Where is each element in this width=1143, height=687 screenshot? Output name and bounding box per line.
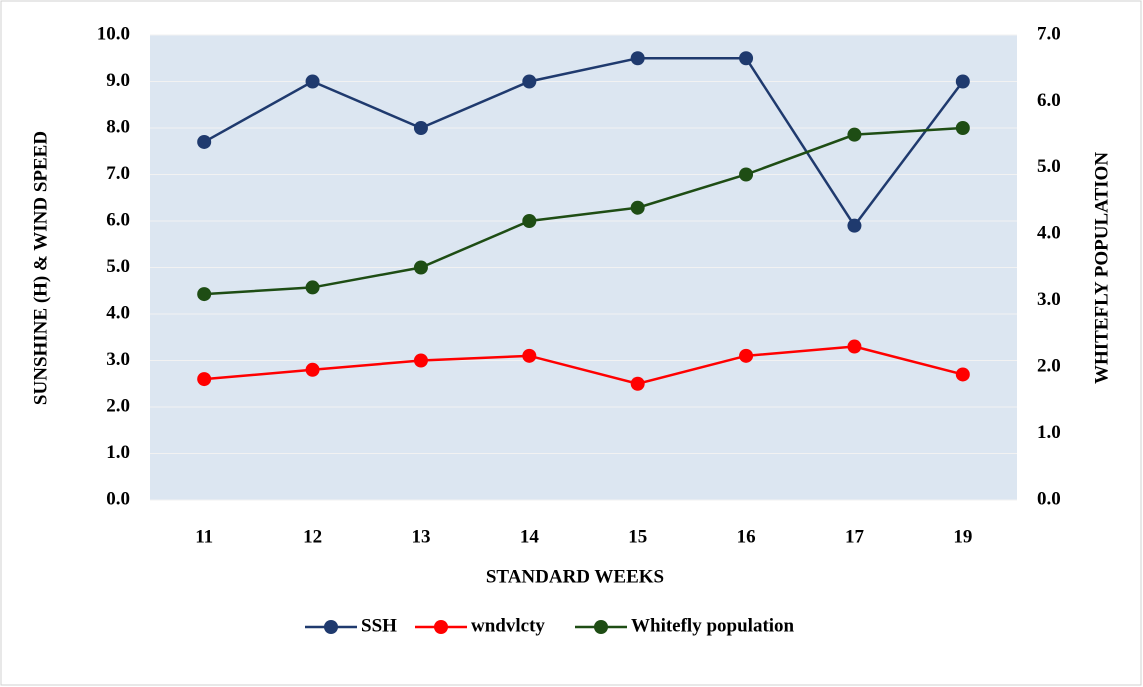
series-line: [203, 57, 964, 228]
legend-marker: [594, 620, 608, 634]
y2-tick-label: 6.0: [1037, 90, 1061, 111]
point: [847, 127, 862, 142]
point: [197, 134, 212, 149]
y-tick-label: 2.0: [106, 395, 130, 416]
x-tick-label: 19: [953, 526, 972, 547]
point: [305, 74, 320, 89]
point: [197, 372, 212, 387]
x-tick-label: 15: [628, 526, 647, 547]
x-tick-label: 11: [195, 526, 213, 547]
point: [197, 287, 212, 302]
point: [739, 167, 754, 182]
y2-tick-label: 0.0: [1037, 488, 1061, 509]
point: [413, 353, 428, 368]
y-tick-label: 7.0: [106, 163, 130, 184]
point: [955, 74, 970, 89]
point: [847, 339, 862, 354]
y2-axis-title: WHITEFLY POPULATION: [1091, 152, 1112, 384]
point: [522, 74, 537, 89]
point: [522, 348, 537, 363]
point: [739, 51, 754, 66]
point: [413, 121, 428, 135]
y2-tick-label: 4.0: [1037, 223, 1061, 244]
y-tick-label: 10.0: [97, 23, 130, 44]
y-axis-title: SUNSHINE (H) & WIND SPEED: [30, 131, 51, 405]
y-tick-label: 6.0: [106, 209, 130, 230]
legend-marker: [434, 620, 448, 634]
x-tick-label: 14: [520, 526, 540, 547]
y2-tick-label: 2.0: [1037, 356, 1061, 377]
point: [305, 362, 320, 377]
series-line: [204, 126, 963, 296]
point: [955, 121, 970, 135]
point: [739, 348, 754, 363]
y-tick-label: 8.0: [106, 116, 130, 137]
y-tick-label: 5.0: [106, 256, 130, 277]
series-line: [204, 345, 964, 386]
point: [630, 200, 645, 215]
point: [847, 218, 862, 233]
y-tick-label: 1.0: [106, 442, 130, 463]
y2-tick-label: 5.0: [1037, 156, 1061, 177]
y2-tick-label: 7.0: [1037, 23, 1061, 44]
y-tick-label: 9.0: [106, 70, 130, 91]
x-tick-label: 13: [411, 526, 430, 547]
y-tick-label: 3.0: [106, 349, 130, 370]
point: [305, 280, 320, 295]
y-tick-label: 4.0: [106, 302, 130, 323]
point: [413, 260, 428, 275]
y2-tick-label: 1.0: [1037, 422, 1061, 443]
x-tick-label: 16: [737, 526, 756, 547]
point: [630, 51, 645, 66]
legend-label: wndvlcty: [471, 615, 545, 636]
x-axis-title: STANDARD WEEKS: [486, 566, 664, 587]
legend-label: Whitefly population: [631, 615, 795, 636]
legend-label: SSH: [361, 615, 397, 636]
point: [955, 367, 970, 382]
x-tick-label: 12: [303, 526, 322, 547]
point: [522, 214, 537, 228]
y2-tick-label: 3.0: [1037, 289, 1061, 310]
y-tick-label: 0.0: [106, 488, 130, 509]
legend-marker: [324, 620, 338, 634]
x-tick-label: 17: [845, 526, 865, 547]
point: [630, 376, 645, 391]
